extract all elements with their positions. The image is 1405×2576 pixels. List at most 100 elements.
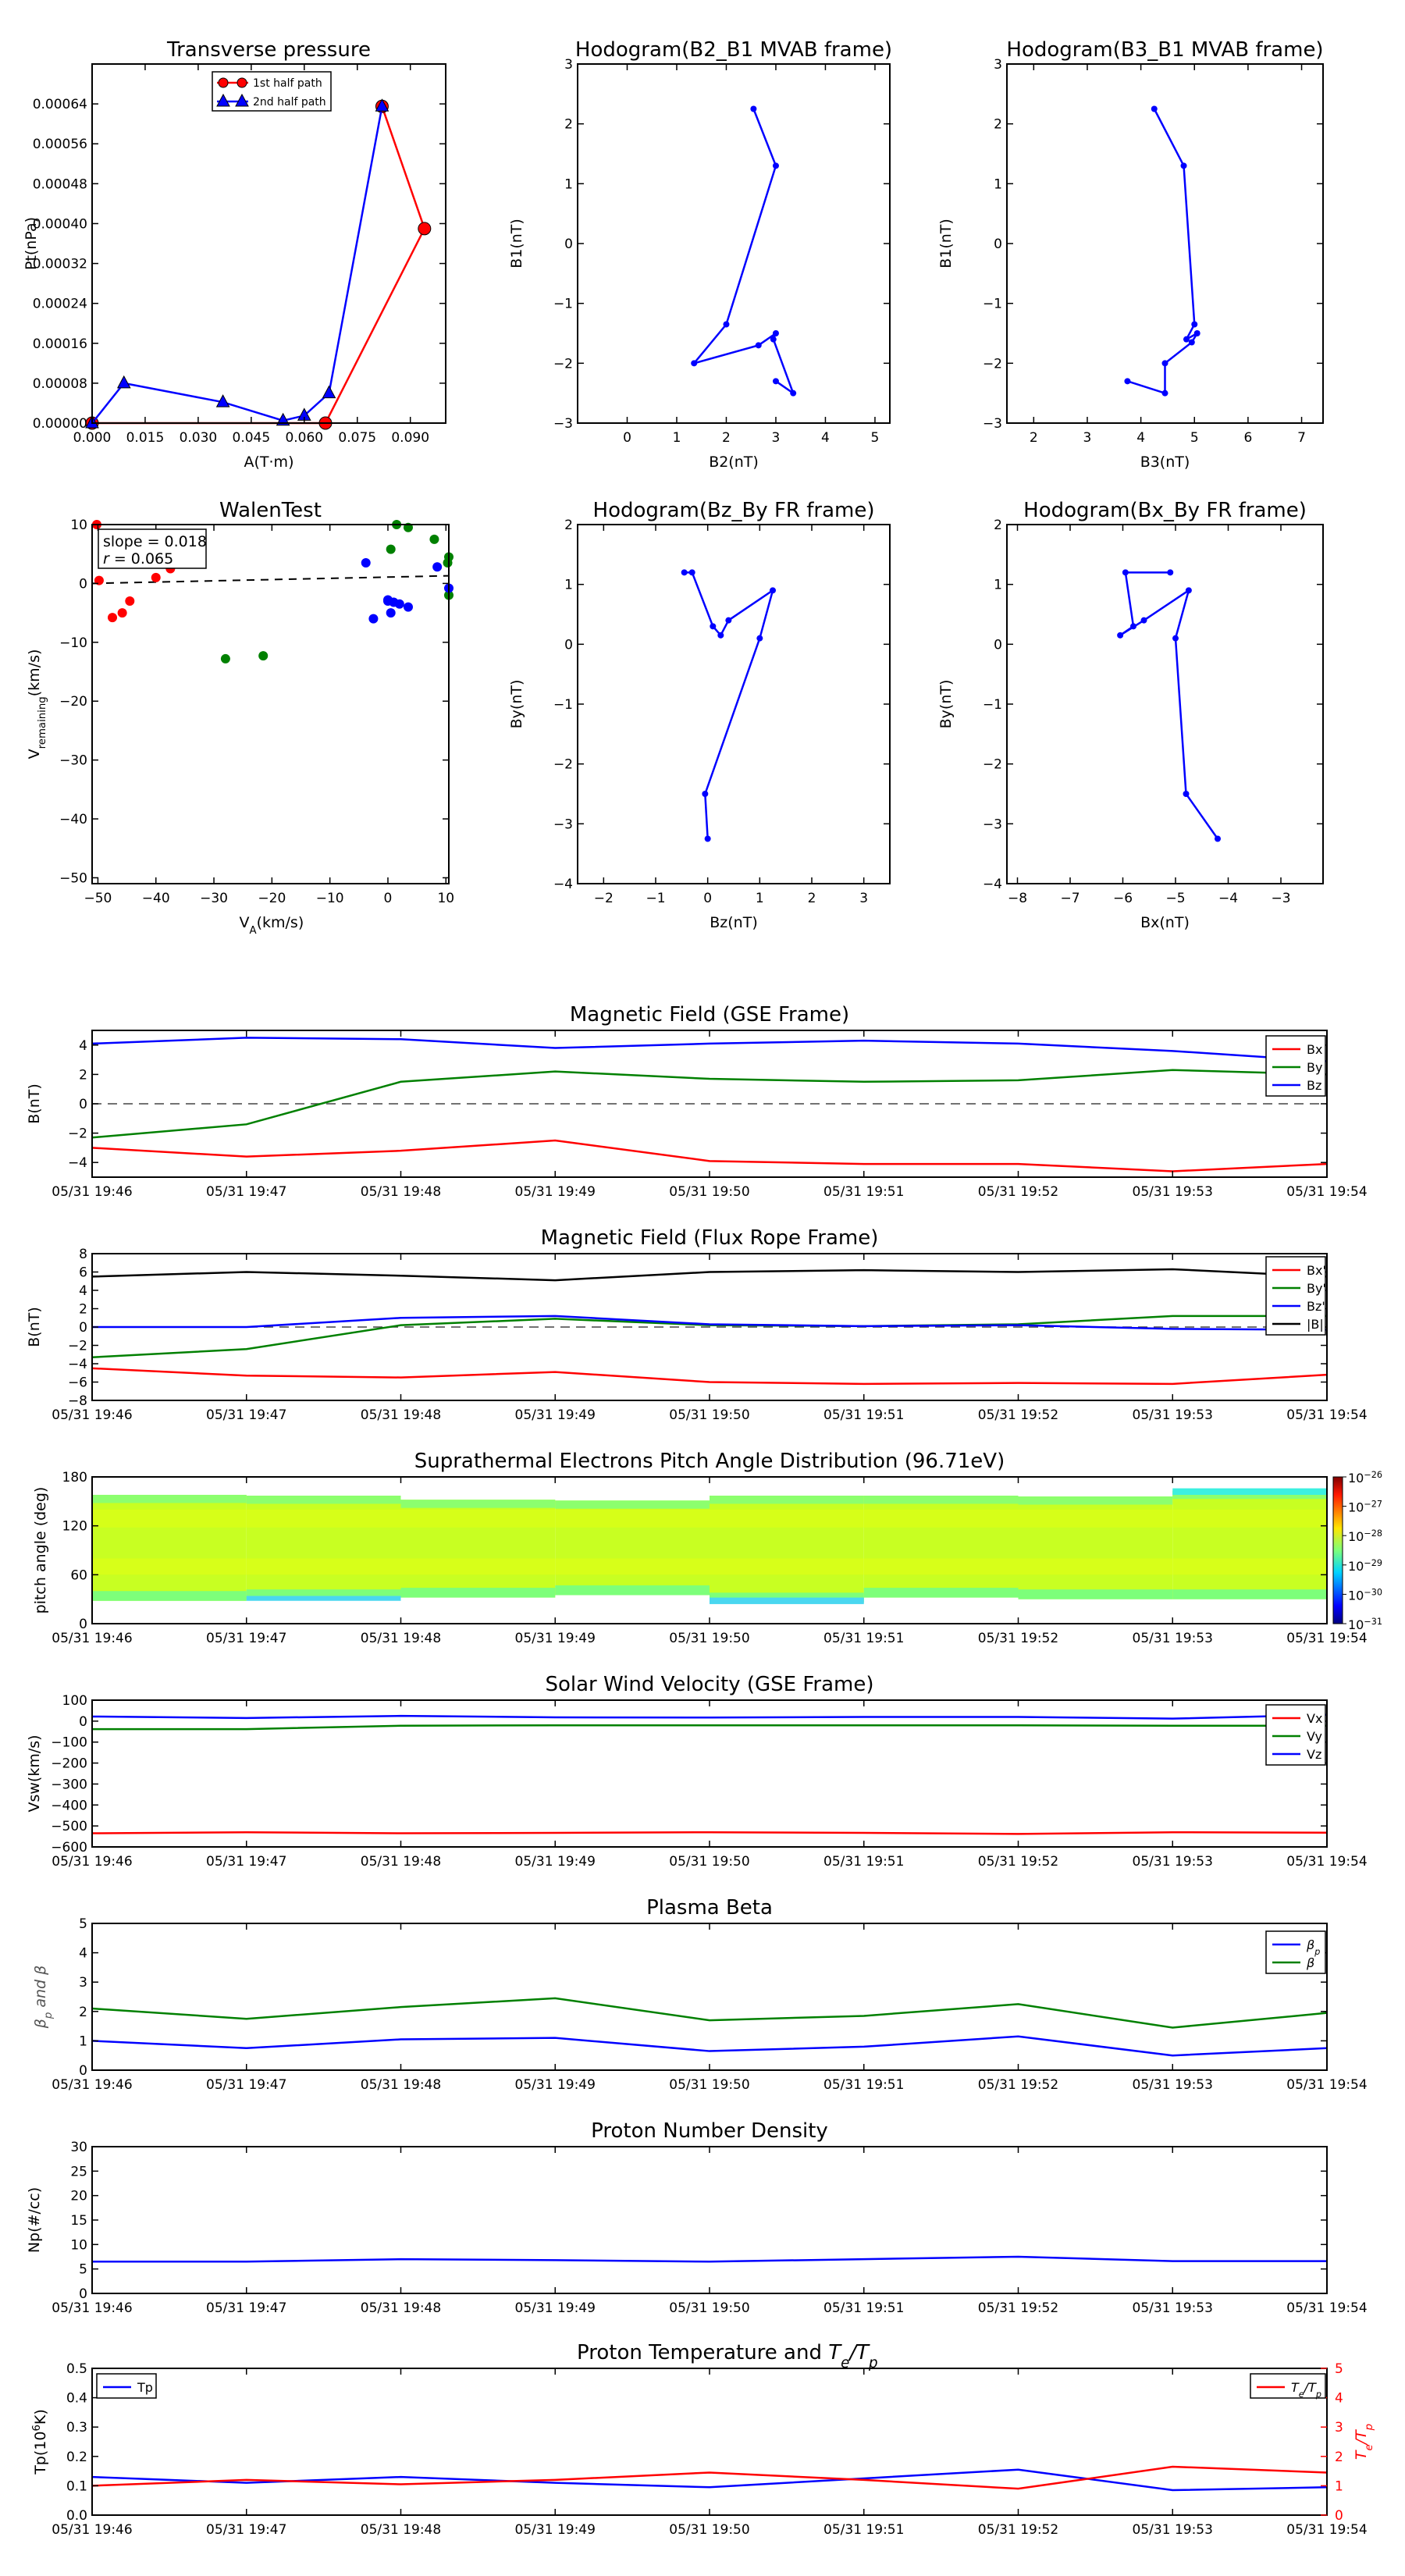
x-axis-label: A(T·m) [244,454,294,471]
y-tick-label: 0.00016 [33,336,87,352]
y-tick-label: −200 [51,1756,87,1772]
chart-pad: 05/31 19:46 05/31 19:47 05/31 19:48 05/31 1… [32,1450,1382,1646]
y-tick-label: 4 [79,1946,87,1962]
series-line [91,1315,1327,1359]
y2-axis-label-part: /T [1353,2429,1370,2446]
axes-frame [91,1699,1328,1848]
y-axis-label: Vsw(km/s) [26,1735,43,1812]
axes-frame [577,524,891,884]
chart-tp: 0.000 0.015 0.030 0.045 0.060 0.075 0.090 0.000… [23,38,446,471]
time-tick-label: 05/31 19:53 [1133,2077,1213,2093]
x-tick-label: 0.060 [285,430,323,446]
y-tick-label: 2 [564,117,573,133]
data-point [418,222,432,236]
x-tick-label: 0.045 [233,430,271,446]
x-tick-label: −4 [1218,891,1238,906]
y-tick-label: −3 [553,817,573,832]
y-tick-label: 2 [564,518,573,533]
legend-label: Bx' [1307,1263,1326,1278]
y-tick-label: −3 [553,416,573,432]
slope-annotation: slope = 0.018 [103,533,207,550]
x-tick-label: −20 [258,891,286,906]
y-tick-label: −1 [983,297,1002,312]
y-tick-label: 25 [70,2164,87,2179]
y-tick-label: −300 [51,1777,87,1792]
series-line [91,1069,1328,1139]
y-tick-label: 0.5 [66,2361,87,2377]
chart-title: Magnetic Field (Flux Rope Frame) [541,1226,879,1250]
time-tick-label: 05/31 19:52 [978,2522,1058,2538]
data-point [218,77,229,88]
y-tick-label: 0 [79,2286,87,2302]
axes-frame [577,63,891,424]
y-tick-label: 5 [79,2262,87,2278]
y-tick-label: 0 [994,237,1002,252]
y2-axis-label-part: e [1364,2444,1375,2450]
legend-box [96,2373,157,2399]
data-point [382,595,393,605]
r-annotation-part: r [103,550,110,568]
heatmap-cell [246,1509,401,1528]
data-point [772,378,779,385]
y-axis-label: By(nT) [937,680,955,729]
chart-title: Hodogram(B3_B1 MVAB frame) [1006,38,1323,62]
time-tick-label: 05/31 19:46 [52,2522,132,2538]
y-tick-label: −30 [59,753,87,769]
time-tick-label: 05/31 19:48 [361,1407,441,1423]
y-tick-label: −1 [983,697,1002,713]
time-tick-label: 05/31 19:48 [361,2077,441,2093]
r-annotation: r = 0.065 [103,550,173,568]
x-tick-label: −30 [200,891,228,906]
data-point [117,608,127,618]
axes-frame [91,1923,1328,2071]
time-tick-label: 05/31 19:50 [669,2522,749,2538]
y-axis-label-part: Tp(10 [32,2432,49,2475]
chart-title-part: T [828,2341,842,2364]
x-tick-label: 2 [1030,430,1038,446]
data-point [368,614,379,624]
time-tick-label: 05/31 19:46 [52,2300,132,2316]
y-tick-label: 0 [79,1320,87,1336]
y-tick-label: 0.3 [66,2420,87,2435]
legend-label-part: p [1314,1947,1320,1957]
y-tick-label: 0.00056 [33,137,87,152]
heatmap-cell [400,1558,556,1575]
legend-label: Bz [1307,1078,1321,1093]
data-point [704,835,711,842]
x-axis-label: VA(km/s) [240,914,304,937]
y-axis-label-part: β [32,2019,49,2029]
colorbar-label: 10−31 [1348,1617,1382,1633]
x-axis-label: Bx(nT) [1140,914,1190,931]
data-point [688,569,695,576]
heatmap-cell [863,1558,1019,1575]
data-point [403,602,413,612]
legend-label: β [1306,1955,1314,1970]
time-tick-label: 05/31 19:46 [52,1407,132,1423]
y-tick-label: 0 [564,637,573,653]
legend-label: Vx [1307,1711,1322,1726]
y-tick-label: 0 [79,1097,87,1112]
x-tick-label: 0.000 [73,430,112,446]
data-point [1191,321,1198,328]
y2-axis-label: Te/Tp [1353,2424,1375,2460]
y-tick-label: −6 [68,1375,87,1391]
y-tick-label: 0.4 [66,2391,87,2407]
data-point [216,93,230,107]
legend-label: Bz' [1307,1299,1325,1314]
time-tick-label: 05/31 19:49 [515,1407,596,1423]
y-tick-label: −2 [553,757,573,773]
legend-label-part: β [1306,1937,1314,1952]
heatmap-cell [92,1494,247,1503]
annotation-box [98,528,207,569]
colorbar-label-part: 10 [1348,1617,1364,1632]
time-tick-label: 05/31 19:54 [1286,1184,1367,1200]
time-tick-label: 05/31 19:46 [52,2077,132,2093]
y-tick-label: 2 [79,2005,87,2020]
time-tick-label: 05/31 19:54 [1286,2077,1367,2093]
heatmap-cell [863,1509,1019,1528]
chart-title-part: /T [848,2341,870,2364]
heatmap-cell [246,1558,401,1575]
data-point [1122,569,1129,576]
y-tick-label: 180 [62,1470,87,1485]
